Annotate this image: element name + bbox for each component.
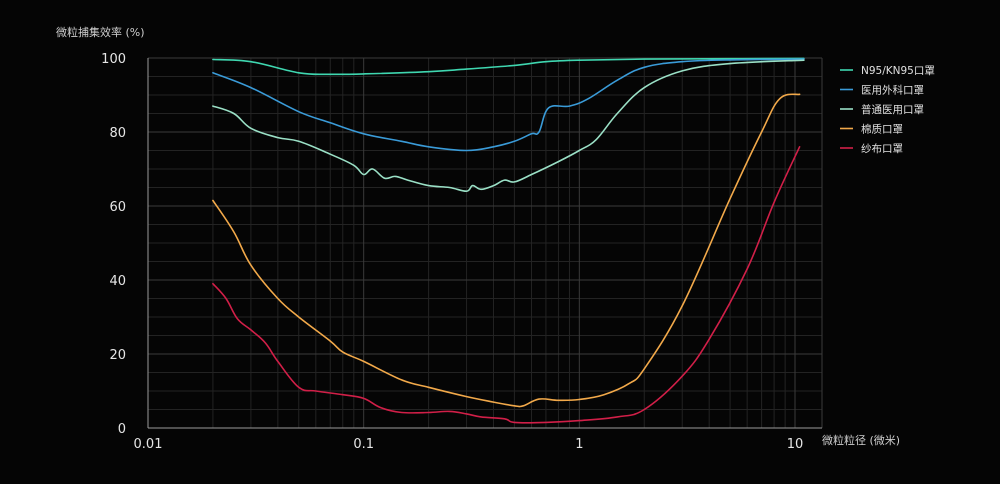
y-tick-label: 80	[109, 126, 126, 141]
x-tick-label: 0.01	[134, 437, 163, 452]
x-tick-labels: 0.01 0.1 1 10	[134, 437, 804, 452]
x-tick-label: 1	[575, 437, 583, 452]
legend-item: N95/KN95口罩	[840, 65, 935, 77]
legend-item: 普通医用口罩	[840, 103, 924, 116]
legend-label: N95/KN95口罩	[861, 65, 935, 77]
x-tick-label: 0.1	[353, 437, 374, 452]
legend-item: 棉质口罩	[840, 123, 903, 136]
x-axis-label: 微粒粒径 (微米)	[822, 433, 900, 447]
legend-label: 普通医用口罩	[861, 103, 924, 116]
legend-item: 医用外科口罩	[840, 84, 924, 97]
series-line-5	[212, 146, 801, 424]
y-axis-label: 微粒捕集效率 (%)	[56, 25, 145, 39]
y-tick-label: 60	[109, 200, 126, 215]
y-tick-label: 20	[109, 348, 126, 363]
y-tick-label: 100	[101, 52, 126, 67]
y-tick-labels: 0 20 40 60 80 100	[101, 52, 126, 437]
series-line-4	[212, 93, 801, 408]
legend-label: 纱布口罩	[861, 143, 903, 155]
series-line-3	[212, 59, 805, 193]
legend-label: 医用外科口罩	[861, 84, 924, 97]
x-tick-label: 10	[787, 437, 804, 452]
series-layer	[212, 57, 805, 424]
y-tick-label: 40	[109, 274, 126, 289]
series-line-2	[212, 58, 805, 152]
legend-item: 纱布口罩	[840, 143, 903, 155]
minor-grid	[148, 58, 822, 428]
series-line-1	[212, 57, 805, 76]
y-tick-label: 0	[118, 422, 126, 437]
major-grid	[148, 57, 823, 428]
legend-label: 棉质口罩	[861, 123, 903, 136]
